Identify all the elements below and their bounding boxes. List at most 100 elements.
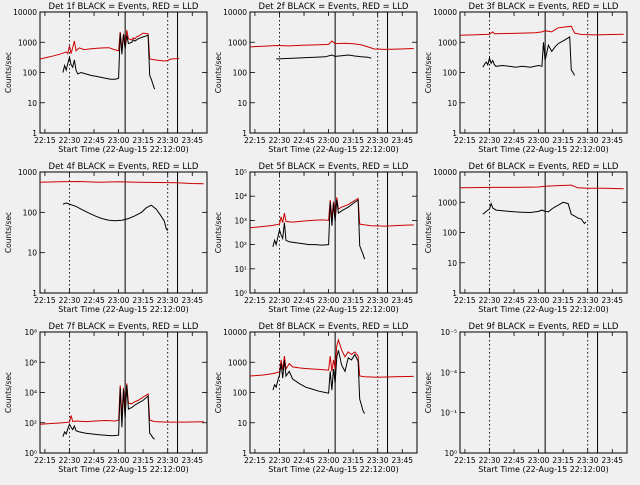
plot-frame: [459, 11, 628, 134]
lld-series-line: [39, 180, 204, 185]
x-axis-label: Start Time (22-Aug-15 22:12:00): [268, 465, 399, 474]
y-axis-label: Counts/sec: [214, 212, 223, 253]
x-tick-label: 23:00: [108, 136, 130, 145]
y-tick-label: 10000: [223, 328, 247, 337]
y-tick-label: 1: [452, 129, 457, 138]
x-axis-label: Start Time (22-Aug-15 22:12:00): [58, 465, 189, 474]
y-tick-label: 10000: [433, 168, 457, 177]
x-axis-label: Start Time (22-Aug-15 22:12:00): [478, 465, 609, 474]
x-tick-label: 23:30: [367, 296, 389, 305]
x-tick-label: 22:15: [244, 296, 266, 305]
detector-panel-1: Det 1f BLACK = Events, RED = LLD 22:15 22:…: [4, 2, 208, 154]
x-tick-label: 23:15: [132, 456, 154, 465]
x-tick-label: 23:15: [552, 456, 574, 465]
y-tick-label: 100: [23, 208, 38, 217]
y-tick-label: 10⁰: [234, 289, 247, 298]
panel-title: Det 9f BLACK = Events, RED = LLD: [469, 322, 619, 332]
y-tick-label: 1: [32, 289, 37, 298]
y-tick-label: 10: [27, 249, 37, 258]
x-tick-label: 23:30: [577, 296, 599, 305]
x-tick-label: 22:15: [244, 136, 266, 145]
x-tick-label: 23:45: [601, 296, 623, 305]
x-tick-label: 22:45: [503, 296, 525, 305]
x-tick-label: 23:30: [157, 136, 179, 145]
plot-frame: [249, 11, 418, 134]
y-tick-label: 100: [443, 69, 458, 78]
events-series-line: [276, 54, 372, 60]
y-tick-label: 10³: [234, 216, 247, 225]
x-tick-label: 23:00: [528, 136, 550, 145]
x-tick-label: 22:15: [454, 136, 476, 145]
x-tick-label: 23:15: [552, 136, 574, 145]
y-tick-label: 100: [233, 69, 248, 78]
x-tick-label: 22:30: [479, 296, 501, 305]
x-axis-label: Start Time (22-Aug-15 22:12:00): [58, 145, 189, 154]
panel-title: Det 8f BLACK = Events, RED = LLD: [259, 322, 409, 332]
y-tick-label: 10⁰: [444, 449, 457, 458]
x-tick-label: 22:30: [479, 456, 501, 465]
x-tick-label: 22:15: [244, 456, 266, 465]
y-tick-label: 1000: [228, 358, 247, 367]
x-tick-label: 22:30: [479, 136, 501, 145]
x-tick-label: 23:45: [181, 296, 203, 305]
events-series-line: [62, 33, 156, 90]
x-tick-label: 23:30: [367, 136, 389, 145]
y-tick-label: 100: [233, 389, 248, 398]
y-tick-label: 10: [447, 99, 457, 108]
events-series-line: [62, 202, 169, 231]
y-axis-label: Counts/sec: [4, 52, 13, 93]
y-tick-label: 1: [242, 449, 247, 458]
y-tick-label: 1000: [228, 38, 247, 47]
events-series-line: [482, 36, 576, 76]
x-tick-label: 23:45: [181, 136, 203, 145]
x-tick-label: 23:15: [342, 456, 364, 465]
plot-frame: [39, 171, 208, 294]
x-tick-label: 23:45: [391, 136, 413, 145]
x-tick-label: 23:15: [552, 296, 574, 305]
panel-title: Det 7f BLACK = Events, RED = LLD: [49, 322, 199, 332]
y-tick-label: 10000: [13, 8, 37, 17]
x-axis-label: Start Time (22-Aug-15 22:12:00): [478, 305, 609, 314]
x-tick-label: 22:45: [83, 296, 105, 305]
x-tick-label: 23:30: [157, 456, 179, 465]
y-tick-label: 10: [237, 99, 247, 108]
y-tick-label: 10⁶: [24, 358, 37, 367]
x-tick-label: 22:45: [293, 136, 315, 145]
y-tick-label: 1000: [438, 198, 457, 207]
x-axis-label: Start Time (22-Aug-15 22:12:00): [268, 145, 399, 154]
x-tick-label: 22:45: [503, 456, 525, 465]
x-tick-label: 23:00: [528, 456, 550, 465]
x-axis-label: Start Time (22-Aug-15 22:12:00): [58, 305, 189, 314]
y-tick-label: 10⁵: [234, 168, 247, 177]
x-tick-label: 23:00: [318, 456, 340, 465]
x-tick-label: 23:15: [132, 296, 154, 305]
y-tick-label: 10²: [24, 419, 37, 428]
detector-panel-4: Det 4f BLACK = Events, RED = LLD 22:15 22:…: [4, 162, 208, 314]
y-axis-label: Counts/sec: [214, 52, 223, 93]
x-tick-label: 22:15: [454, 296, 476, 305]
x-tick-label: 23:45: [601, 136, 623, 145]
x-tick-label: 22:15: [34, 136, 56, 145]
lld-series-line: [459, 184, 624, 190]
x-tick-label: 23:30: [577, 456, 599, 465]
x-tick-label: 22:15: [34, 456, 56, 465]
lld-series-line: [249, 40, 414, 50]
events-series-line: [482, 201, 587, 225]
x-tick-label: 22:15: [34, 296, 56, 305]
panel-title: Det 1f BLACK = Events, RED = LLD: [49, 2, 199, 12]
x-tick-label: 23:15: [342, 136, 364, 145]
panel-title: Det 4f BLACK = Events, RED = LLD: [49, 162, 199, 172]
x-tick-label: 23:30: [577, 136, 599, 145]
y-tick-label: 1: [452, 289, 457, 298]
plot-frame: [249, 331, 418, 454]
x-tick-label: 22:15: [454, 456, 476, 465]
x-axis-label: Start Time (22-Aug-15 22:12:00): [478, 145, 609, 154]
plot-frame: [459, 331, 628, 454]
y-tick-label: 10²: [234, 241, 247, 250]
x-tick-label: 22:45: [83, 136, 105, 145]
lld-series-line: [39, 30, 180, 62]
